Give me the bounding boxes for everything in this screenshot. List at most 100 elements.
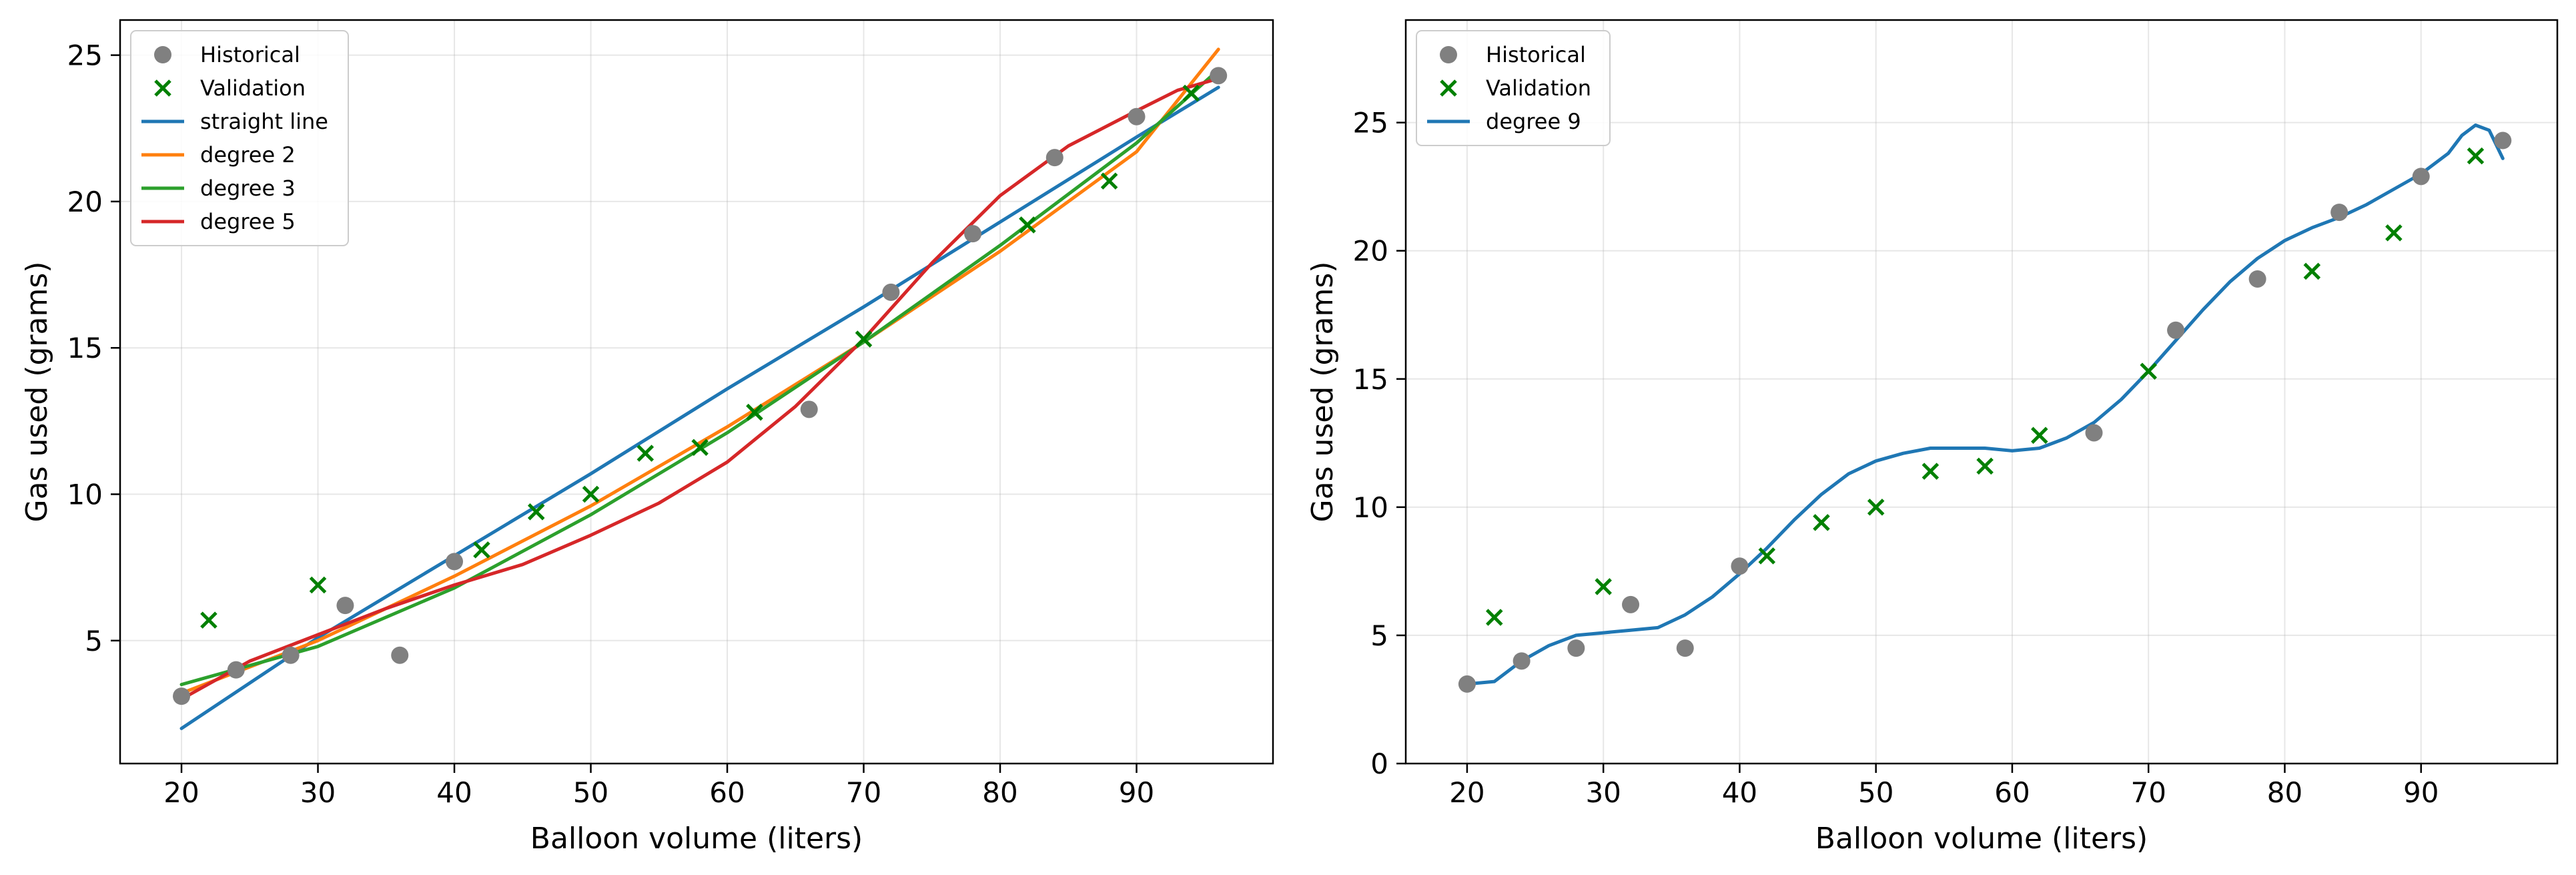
historical-point xyxy=(2085,424,2103,442)
y-tick-label: 5 xyxy=(85,625,103,657)
historical-point xyxy=(1567,639,1585,657)
x-tick-label: 70 xyxy=(2130,776,2166,809)
validation-point xyxy=(1100,172,1118,190)
validation-point-stroke xyxy=(1019,216,1036,234)
validation-point xyxy=(1758,547,1776,565)
legend-marker-validation xyxy=(1440,79,1457,97)
y-tick-label: 10 xyxy=(1353,491,1388,524)
validation-point xyxy=(1921,463,1940,480)
legend-label: degree 9 xyxy=(1486,109,1581,134)
y-tick-label: 0 xyxy=(1370,748,1388,780)
series-line xyxy=(179,68,1220,687)
validation-point-stroke xyxy=(473,541,490,559)
historical-point xyxy=(2330,204,2348,222)
validation-point-stroke xyxy=(855,330,873,348)
validation-point-stroke xyxy=(1100,172,1118,190)
validation-point-stroke xyxy=(1486,609,1503,626)
historical-point xyxy=(336,597,354,615)
validation-point xyxy=(855,330,873,348)
x-tick-label: 30 xyxy=(300,776,336,809)
y-tick-label: 15 xyxy=(1353,363,1388,396)
historical-point xyxy=(173,687,191,705)
historical-point xyxy=(1458,675,1476,693)
validation-point xyxy=(691,439,709,457)
legend-box xyxy=(130,30,349,246)
historical-point xyxy=(1622,595,1640,613)
historical-point xyxy=(282,646,300,664)
legend-label: Validation xyxy=(1486,75,1591,101)
validation-point-stroke xyxy=(527,503,545,521)
plot-area xyxy=(1458,123,2512,693)
series-line xyxy=(179,77,1220,701)
legend-box xyxy=(1416,30,1611,146)
validation-point xyxy=(2303,262,2321,280)
validation-point xyxy=(2385,224,2403,242)
historical-point xyxy=(2248,270,2266,288)
validation-point-stroke xyxy=(2303,262,2321,280)
validation-point-stroke xyxy=(1758,547,1776,565)
legend-label: Historical xyxy=(200,42,300,67)
historical-point xyxy=(1676,639,1694,657)
validation-point xyxy=(1182,84,1200,102)
validation-point-stroke xyxy=(636,445,655,462)
historical-point xyxy=(964,225,982,243)
legend-marker-stroke xyxy=(1440,79,1457,97)
validation-point xyxy=(1486,609,1503,626)
x-tick-label: 40 xyxy=(1722,776,1757,809)
legend-label: degree 5 xyxy=(200,209,296,234)
x-tick-label: 70 xyxy=(846,776,881,809)
historical-point xyxy=(2494,131,2512,150)
legend-label: straight line xyxy=(200,109,328,134)
validation-point-stroke xyxy=(746,403,763,421)
legend-marker-historical xyxy=(1440,46,1457,63)
historical-point xyxy=(1210,67,1228,85)
legend: Historical Validation degree 9 xyxy=(1416,30,1611,146)
historical-point xyxy=(1128,107,1146,125)
historical-point xyxy=(1513,652,1531,670)
y-tick-label: 20 xyxy=(1353,235,1388,268)
validation-point-stroke xyxy=(309,576,327,594)
validation-point xyxy=(636,445,655,462)
validation-point xyxy=(309,576,327,594)
historical-point xyxy=(227,661,245,679)
historical-point xyxy=(1731,557,1749,575)
validation-point-stroke xyxy=(1595,578,1612,595)
validation-point xyxy=(1813,514,1830,531)
y-tick-label: 10 xyxy=(67,479,103,511)
validation-point-stroke xyxy=(582,485,600,503)
validation-point-stroke xyxy=(1813,514,1830,531)
x-tick-label: 50 xyxy=(1858,776,1893,809)
y-tick-label: 20 xyxy=(67,186,103,218)
validation-point-stroke xyxy=(200,611,218,629)
chart-1: 20 30 40 50 60 70 80 90 5 10 15 20 25 Balloon volume … xyxy=(20,19,1274,856)
historical-point xyxy=(800,400,818,418)
y-tick-label: 15 xyxy=(67,332,103,364)
x-axis-label: Balloon volume (liters) xyxy=(1815,822,2148,856)
series-line xyxy=(179,47,1220,695)
y-axis-label: Gas used (grams) xyxy=(20,262,54,523)
legend-marker-historical xyxy=(154,46,171,63)
legend: Historical Validation straight line degree … xyxy=(130,30,349,246)
validation-point-stroke xyxy=(1867,499,1885,516)
validation-point-stroke xyxy=(2467,147,2485,165)
validation-point xyxy=(2140,362,2157,380)
x-tick-label: 50 xyxy=(573,776,608,809)
legend-label: Validation xyxy=(200,75,306,101)
validation-point xyxy=(2467,147,2485,165)
x-tick-label: 80 xyxy=(2267,776,2302,809)
validation-point-stroke xyxy=(2385,224,2403,242)
validation-point xyxy=(746,403,763,421)
x-tick-label: 60 xyxy=(709,776,745,809)
y-axis-label: Gas used (grams) xyxy=(1306,262,1340,523)
historical-point xyxy=(2412,168,2430,186)
legend-label: Historical xyxy=(1486,42,1586,67)
validation-point xyxy=(2031,426,2048,445)
legend-label: degree 2 xyxy=(200,142,296,168)
plot-frame xyxy=(119,19,1274,765)
plot-area xyxy=(173,47,1228,730)
historical-point xyxy=(391,646,409,664)
legend-marker-validation xyxy=(154,79,171,97)
validation-point xyxy=(1867,499,1885,516)
